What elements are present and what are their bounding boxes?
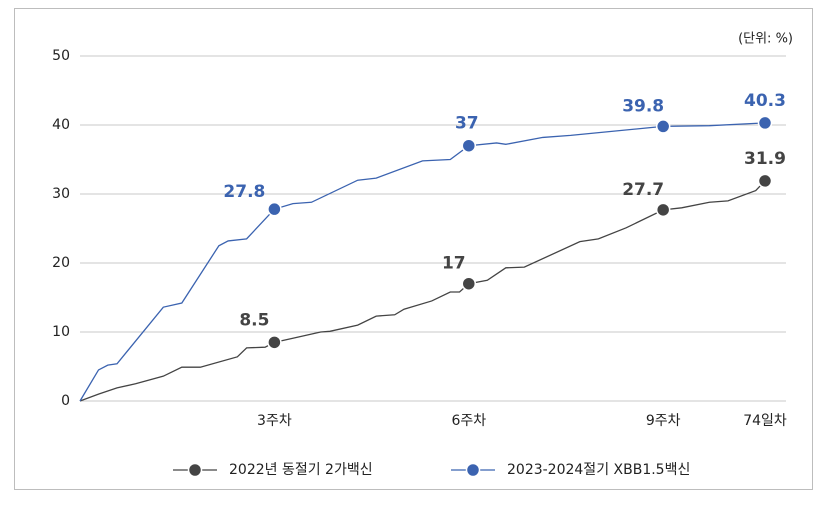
x-tick-label: 74일차: [743, 413, 787, 429]
series-line: [79, 180, 766, 402]
y-tick-label: 20: [52, 255, 70, 271]
x-tick-label: 6주차: [451, 413, 486, 429]
y-tick-label: 30: [52, 186, 70, 202]
unit-label: (단위: %): [738, 32, 793, 47]
frame: [14, 8, 813, 490]
legend-marker: [465, 462, 481, 478]
y-tick-label: 50: [52, 48, 70, 64]
y-tick-label: 0: [61, 393, 70, 409]
y-tick-label: 10: [52, 324, 70, 340]
data-label: 27.8: [223, 182, 265, 202]
data-label: 31.9: [744, 149, 786, 169]
data-label: 8.5: [239, 310, 269, 330]
series-line: [79, 122, 766, 402]
point-marker: [757, 173, 773, 189]
point-marker: [655, 119, 671, 134]
point-marker: [655, 202, 671, 218]
data-label: 40.3: [744, 91, 786, 111]
data-label: 37: [455, 114, 479, 134]
point-marker: [757, 115, 773, 131]
data-label: 17: [442, 254, 466, 274]
legend-label: 2022년 동절기 2가백신: [229, 462, 373, 478]
legend-label: 2023-2024절기 XBB1.5백신: [507, 462, 690, 478]
point-marker: [267, 201, 282, 217]
point-marker: [461, 138, 477, 153]
y-tick-label: 40: [52, 117, 70, 133]
x-tick-label: 3주차: [257, 413, 292, 429]
x-tick-label: 9주차: [646, 413, 681, 429]
data-label: 39.8: [622, 96, 664, 116]
data-label: 27.7: [622, 180, 664, 200]
point-marker: [461, 276, 477, 291]
legend-marker: [187, 462, 203, 478]
point-marker: [267, 335, 282, 350]
